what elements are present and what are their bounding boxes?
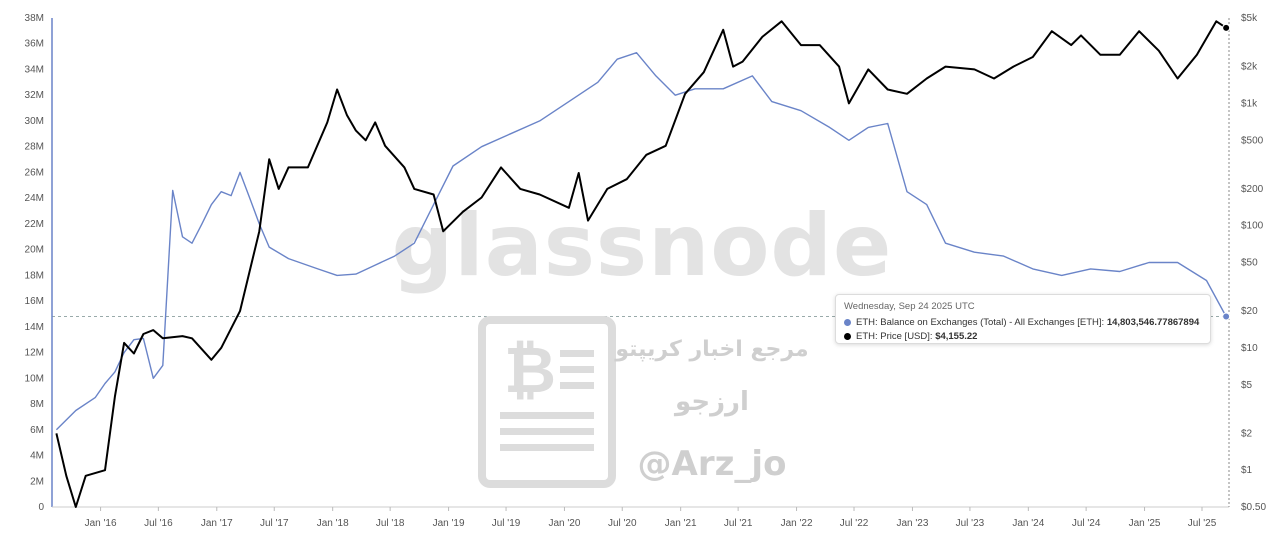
y-left-tick-label: 10M xyxy=(25,373,44,384)
y-left-tick-label: 24M xyxy=(25,193,44,204)
series-dot-icon xyxy=(844,319,851,326)
y-left-tick-label: 2M xyxy=(30,476,44,487)
glassnode-watermark: glassnode xyxy=(392,196,893,296)
y-right-tick-label: $500 xyxy=(1241,135,1264,146)
x-tick-label: Jan '17 xyxy=(201,518,233,529)
y-right-tick-label: $2 xyxy=(1241,428,1253,439)
x-tick-label: Jul '22 xyxy=(840,518,869,529)
x-tick-label: Jul '16 xyxy=(144,518,173,529)
y-left-tick-label: 34M xyxy=(25,64,44,75)
x-tick-label: Jul '18 xyxy=(376,518,405,529)
series-dot-icon xyxy=(844,333,851,340)
y-left-tick-label: 4M xyxy=(30,451,44,462)
y-left-tick-label: 6M xyxy=(30,425,44,436)
axes: 0 2M 4M 6M 8M 10M 12M 14M 16M 18M 20M 22M 24M 26M 28M 3… xyxy=(25,13,1267,529)
series xyxy=(55,20,1227,508)
y-left-tick-label: 36M xyxy=(25,39,44,50)
tooltip-date: Wednesday, Sep 24 2025 UTC xyxy=(844,301,975,312)
x-tick-label: Jul '24 xyxy=(1072,518,1101,529)
x-tick-label: Jul '20 xyxy=(608,518,637,529)
y-right-tick-label: $5 xyxy=(1241,380,1253,391)
y-left-tick-label: 16M xyxy=(25,296,44,307)
watermark-text: glassnode xyxy=(392,196,893,296)
overlay-line3: @Arz_jo xyxy=(638,444,787,484)
overlay-line1: مرجع اخبار کریپتو xyxy=(614,337,808,362)
y-left-tick-label: 26M xyxy=(25,167,44,178)
y-right-tick-label: $2k xyxy=(1241,62,1258,73)
x-tick-label: Jan '24 xyxy=(1012,518,1044,529)
balance-end-marker xyxy=(1222,312,1231,321)
y-right-tick-label: $50 xyxy=(1241,258,1258,269)
y-left-tick-label: 30M xyxy=(25,116,44,127)
x-tick-label: Jan '25 xyxy=(1129,518,1161,529)
x-tick-label: Jan '16 xyxy=(85,518,117,529)
doc-line-icon xyxy=(500,428,594,435)
doc-line-icon xyxy=(560,382,594,389)
y-right-tick-label: $0.50 xyxy=(1241,502,1266,513)
x-tick-label: Jan '18 xyxy=(317,518,349,529)
doc-line-icon xyxy=(500,444,594,451)
price-end-marker xyxy=(1222,23,1231,32)
arzjo-logo: ₿ مرجع اخبار کریپتو ارزجو @Arz_jo xyxy=(478,316,809,488)
markers xyxy=(1222,23,1231,321)
y-right-tick-label: $100 xyxy=(1241,221,1264,232)
y-left-tick-label: 12M xyxy=(25,348,44,359)
y-left-tick-label: 20M xyxy=(25,245,44,256)
x-tick-label: Jan '19 xyxy=(433,518,465,529)
overlay-line2: ارزجو xyxy=(673,387,749,417)
y-right-tick-label: $20 xyxy=(1241,306,1258,317)
y-left-tick-label: 18M xyxy=(25,270,44,281)
tooltip-balance-value: 14,803,546.77867894 xyxy=(1106,317,1200,328)
tooltip: Wednesday, Sep 24 2025 UTC ETH: Balance … xyxy=(835,294,1211,344)
y-left-tick-label: 0 xyxy=(38,502,44,513)
tooltip-price-label: ETH: Price [USD]: xyxy=(856,331,933,342)
tooltip-price-value: $4,155.22 xyxy=(935,331,978,342)
doc-line-icon xyxy=(500,412,594,419)
y-left-tick-label: 22M xyxy=(25,219,44,230)
doc-line-icon xyxy=(560,366,594,373)
y-right-tick-label: $1 xyxy=(1241,465,1253,476)
tooltip-row-price: ETH: Price [USD]: $4,155.22 xyxy=(844,331,1202,342)
doc-line-icon xyxy=(560,350,594,357)
x-tick-label: Jan '20 xyxy=(548,518,580,529)
y-right-tick-label: $1k xyxy=(1241,98,1258,109)
price-series-line xyxy=(55,20,1227,508)
x-tick-label: Jan '22 xyxy=(781,518,813,529)
x-tick-label: Jul '17 xyxy=(260,518,289,529)
tooltip-row-balance: ETH: Balance on Exchanges (Total) - All … xyxy=(844,317,1202,328)
y-left-tick-label: 8M xyxy=(30,399,44,410)
y-left-tick-label: 38M xyxy=(25,13,44,24)
y-left-tick-label: 28M xyxy=(25,142,44,153)
tooltip-balance-label: ETH: Balance on Exchanges (Total) - All … xyxy=(856,317,1105,328)
y-left-tick-label: 32M xyxy=(25,90,44,101)
x-tick-label: Jul '21 xyxy=(724,518,753,529)
x-tick-label: Jul '23 xyxy=(956,518,985,529)
y-right-tick-label: $10 xyxy=(1241,343,1258,354)
x-tick-label: Jul '19 xyxy=(492,518,521,529)
x-tick-label: Jan '21 xyxy=(665,518,697,529)
x-tick-label: Jan '23 xyxy=(896,518,928,529)
document-icon xyxy=(478,316,616,488)
y-right-tick-label: $200 xyxy=(1241,184,1264,195)
balance-series-line xyxy=(55,52,1227,431)
bitcoin-icon: ₿ xyxy=(504,334,556,408)
x-tick-label: Jul '25 xyxy=(1188,518,1217,529)
y-right-tick-label: $5k xyxy=(1241,13,1258,24)
y-left-tick-label: 14M xyxy=(25,322,44,333)
